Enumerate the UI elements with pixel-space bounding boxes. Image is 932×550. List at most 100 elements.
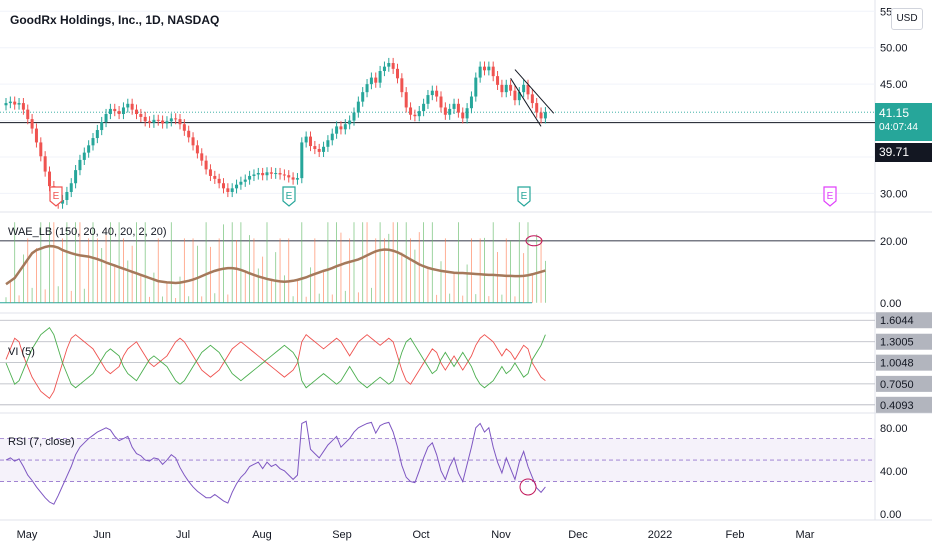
- candle-body: [8, 101, 12, 104]
- candle-body: [226, 188, 230, 192]
- candle-body: [208, 169, 212, 176]
- candle-body: [517, 92, 521, 101]
- candle-body: [117, 111, 121, 115]
- vi-label: VI (5): [8, 346, 35, 358]
- candle-body: [404, 92, 408, 108]
- candle-body: [435, 90, 439, 97]
- candle-body: [365, 84, 369, 93]
- candle-body: [483, 66, 486, 71]
- candle-body: [61, 199, 65, 204]
- trendline-lower: [510, 78, 542, 127]
- earnings-marker-aug: [282, 186, 296, 207]
- candle-body: [295, 178, 299, 180]
- candle-body: [487, 66, 491, 71]
- vi-tick-label: 0.7050: [880, 379, 914, 391]
- candle-body: [535, 103, 539, 113]
- rsi-highlight-circle: [519, 478, 537, 496]
- candle-body: [443, 107, 447, 115]
- candle-body: [391, 63, 395, 69]
- candle-body: [282, 174, 286, 176]
- candle-body: [256, 173, 260, 175]
- candle-body: [356, 101, 360, 113]
- candle-body: [304, 136, 308, 143]
- candle-body: [26, 109, 30, 120]
- price-tick-label: 55: [880, 6, 892, 18]
- candle-body: [439, 96, 443, 108]
- chart-title: GoodRx Holdings, Inc., 1D, NASDAQ: [10, 13, 220, 27]
- candle-body: [274, 173, 278, 175]
- candle-body: [382, 66, 386, 72]
- candle-body: [82, 152, 86, 160]
- time-tick-label: Feb: [726, 529, 745, 541]
- countdown-value: 04:07:44: [879, 122, 918, 133]
- price-tick-label: 45.00: [880, 79, 908, 91]
- vi-tick-bg: [876, 312, 932, 329]
- candle-body: [152, 119, 156, 123]
- currency-button[interactable]: USD: [891, 8, 923, 30]
- candle-body: [369, 77, 373, 85]
- candle-body: [469, 96, 473, 109]
- candle-body: [452, 103, 456, 109]
- wae-highlight-circle: [525, 235, 543, 247]
- earnings-marker-may: [49, 186, 63, 207]
- candle-body: [374, 77, 378, 83]
- earnings-marker-future: [823, 186, 837, 207]
- candle-body: [465, 108, 469, 119]
- candle-body: [48, 171, 51, 187]
- candle-body: [174, 118, 178, 120]
- candle-body: [352, 112, 356, 121]
- candle-body: [178, 119, 182, 125]
- vi-tick-bg: [876, 396, 932, 413]
- candle-body: [126, 103, 130, 108]
- candle-body: [474, 77, 478, 97]
- earnings-marker-nov: [517, 186, 531, 207]
- candle-body: [396, 68, 399, 79]
- time-tick-label: Nov: [491, 529, 511, 541]
- candle-body: [222, 183, 225, 189]
- candle-body: [522, 84, 526, 93]
- candle-body: [13, 101, 17, 105]
- candle-body: [430, 90, 434, 96]
- earnings-marker-may-letter: E: [53, 191, 60, 202]
- rsi-tick-label: 40.00: [880, 466, 908, 478]
- candle-body: [261, 173, 265, 176]
- candle-body: [17, 103, 21, 105]
- rsi-line: [5, 420, 546, 505]
- candle-body: [278, 173, 282, 175]
- wae-tick-label: 20.00: [880, 236, 908, 248]
- candle-body: [530, 94, 534, 104]
- candle-body: [74, 170, 78, 184]
- candle-body: [135, 109, 138, 115]
- candle-body: [409, 107, 413, 115]
- candle-body: [182, 124, 186, 131]
- vi-tick-label: 1.3005: [880, 337, 914, 349]
- candle-body: [317, 148, 321, 152]
- candle-body: [78, 159, 82, 171]
- candle-body: [130, 103, 134, 110]
- candle-body: [65, 191, 69, 200]
- candle-body: [195, 145, 199, 154]
- candle-body: [291, 177, 295, 180]
- candle-body: [113, 108, 117, 112]
- candle-body: [4, 103, 8, 106]
- candle-body: [239, 181, 243, 185]
- candle-body: [330, 133, 334, 141]
- candle-body: [504, 84, 508, 93]
- candle-body: [108, 108, 112, 115]
- candle-body: [69, 183, 73, 192]
- time-tick-label: Aug: [252, 529, 272, 541]
- candle-body: [456, 103, 460, 113]
- time-tick-label: Sep: [332, 529, 352, 541]
- candle-body: [309, 136, 312, 147]
- candle-body: [30, 119, 34, 129]
- candle-body: [422, 103, 426, 112]
- candle-body: [513, 90, 517, 101]
- candle-body: [148, 121, 152, 123]
- wae-green-spikes: [5, 222, 546, 303]
- candle-body: [539, 112, 543, 119]
- candle-body: [387, 63, 391, 67]
- candle-body: [87, 145, 91, 153]
- wae-tick-label: 0.00: [880, 298, 901, 310]
- candle-body: [230, 188, 234, 192]
